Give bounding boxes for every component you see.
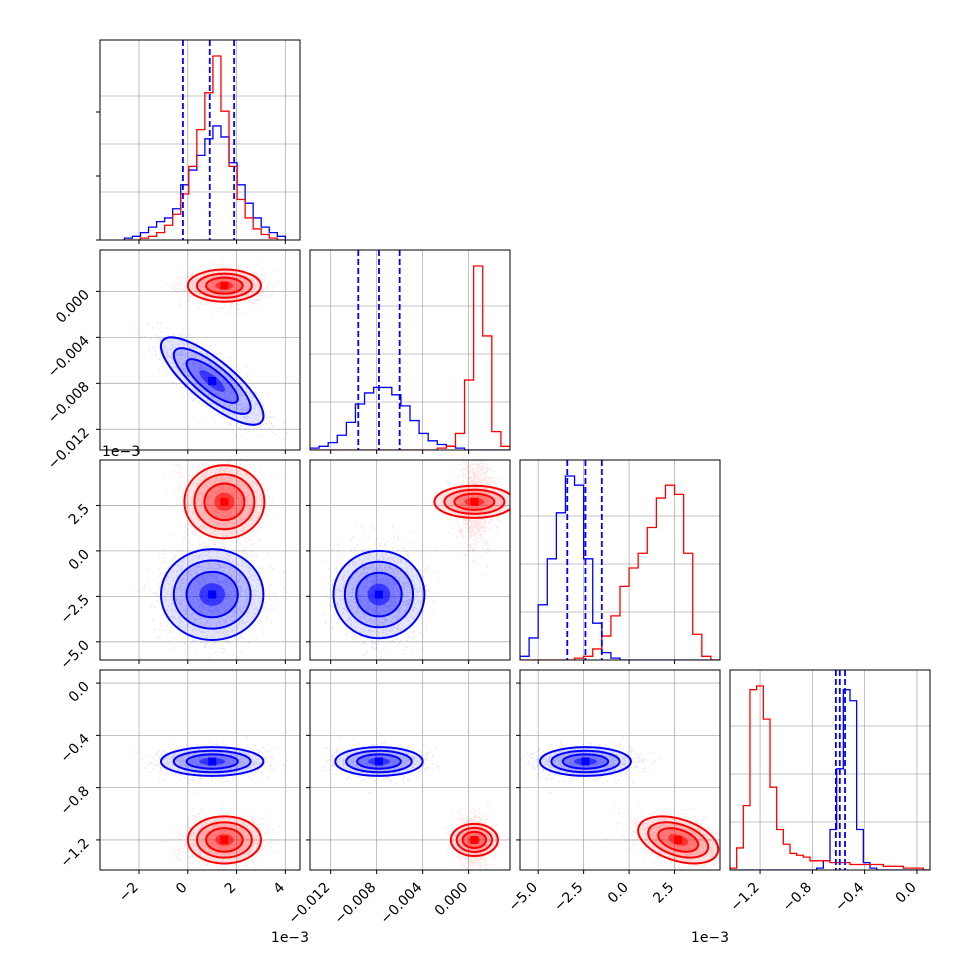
panel-1-1	[100, 40, 300, 240]
x-tick-label: 4	[271, 879, 289, 897]
y-tick-label: −0.012	[45, 425, 93, 473]
panel-frame	[519, 459, 721, 661]
panel-2-1	[100, 250, 300, 450]
panel-frame	[309, 249, 511, 451]
contour-red-peak	[470, 835, 479, 844]
histogram-red	[124, 55, 286, 240]
x-offset-label: 1e−3	[271, 930, 309, 946]
panel-4-4	[730, 670, 930, 870]
histogram-red	[310, 265, 510, 450]
x-tick-label: 0.000	[432, 880, 472, 920]
contour-red-peak	[220, 497, 229, 506]
panel-frame	[729, 669, 931, 871]
histogram-red	[730, 685, 930, 870]
panel-frame	[309, 459, 511, 661]
panel-4-1	[100, 670, 300, 870]
y-tick-label: 0.0	[66, 679, 93, 706]
y-tick-label: −0.8	[57, 783, 92, 818]
histogram-blue	[520, 475, 720, 660]
contour-blue-peak	[581, 757, 590, 766]
panel-3-2	[310, 460, 510, 660]
contour-red-peak	[220, 281, 229, 290]
histogram-blue	[310, 386, 510, 450]
panel-frame	[99, 459, 301, 661]
panel-3-3	[520, 460, 720, 660]
x-tick-label: 2.5	[650, 880, 677, 907]
histogram-red	[520, 484, 720, 660]
x-tick-label: −0.008	[332, 880, 380, 928]
histogram-blue	[123, 125, 287, 240]
panel-3-1	[100, 460, 300, 660]
x-tick-label: −0.012	[286, 880, 334, 928]
y-tick-label: −0.4	[57, 731, 92, 766]
histogram-blue	[730, 689, 930, 870]
contour-blue-peak	[208, 590, 217, 599]
y-tick-label: 0.0	[66, 546, 93, 573]
panel-4-3	[520, 670, 720, 870]
x-tick-label: −1.2	[728, 880, 763, 915]
y-tick-label: 2.5	[66, 501, 93, 528]
panels-layer	[96, 39, 931, 874]
panel-2-2	[310, 250, 510, 450]
scatter-points-red	[163, 460, 286, 576]
panel-frame	[99, 249, 301, 451]
y-tick-label: −5.0	[57, 637, 92, 672]
panel-frame	[519, 669, 721, 871]
y-tick-label: −0.008	[45, 379, 93, 427]
x-tick-label: −2.5	[551, 880, 586, 915]
contour-blue-peak	[374, 757, 383, 766]
x-tick-label: 0.0	[605, 880, 632, 907]
x-offset-label: 1e−3	[691, 930, 729, 946]
contour-red-peak	[220, 835, 229, 844]
x-tick-label: −5.0	[506, 880, 541, 915]
contour-red-peak	[470, 497, 479, 506]
y-tick-label: −2.5	[57, 592, 92, 627]
scatter-points-red	[606, 801, 720, 870]
x-tick-label: −2	[116, 880, 142, 906]
x-tick-label: −0.4	[832, 879, 867, 914]
x-tick-label: 2	[222, 880, 240, 898]
x-tick-label: 0	[173, 880, 191, 898]
contour-blue-peak	[374, 590, 383, 599]
panel-frame	[99, 669, 301, 871]
x-tick-label: −0.8	[780, 880, 815, 915]
panel-frame	[309, 669, 511, 871]
y-tick-label: 0.000	[53, 287, 93, 327]
contour-blue-peak	[208, 377, 217, 386]
y-tick-label: −1.2	[57, 835, 92, 870]
y-tick-label: −0.004	[45, 333, 93, 381]
contour-blue-peak	[208, 757, 217, 766]
contour-red-peak	[674, 835, 683, 844]
x-tick-label: −0.004	[378, 879, 426, 927]
panel-frame	[99, 39, 301, 241]
y-offset-label: 1e−3	[102, 444, 140, 460]
x-tick-label: 0.0	[893, 880, 920, 907]
panel-4-2	[310, 670, 510, 870]
